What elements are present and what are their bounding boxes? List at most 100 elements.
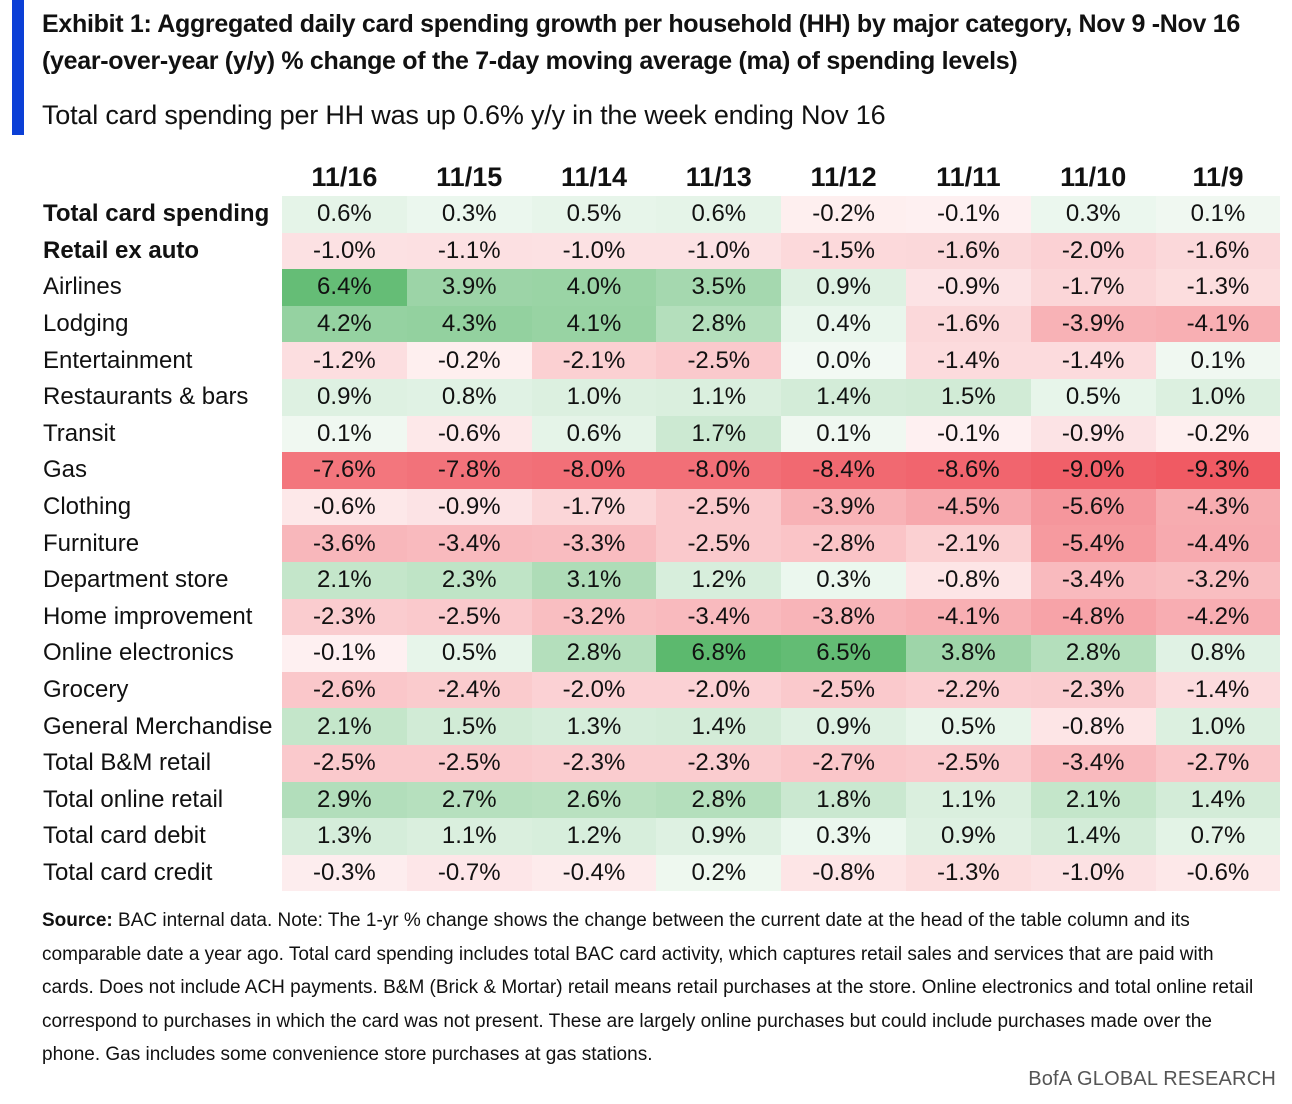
heatmap-cell: -1.4% <box>905 342 1031 379</box>
heatmap-cell: -0.6% <box>1155 854 1281 892</box>
heatmap-cell: 1.5% <box>905 378 1031 416</box>
heatmap-cell: -8.6% <box>905 452 1031 489</box>
heatmap-cell: 1.1% <box>656 378 782 416</box>
heatmap-cell: 1.4% <box>1155 781 1281 819</box>
heatmap-cell: 6.5% <box>781 635 906 672</box>
heatmap-cell: -0.1% <box>905 196 1031 233</box>
row-label: Entertainment <box>43 346 193 374</box>
table-row: Entertainment -1.2% -0.2% -2.1% -2.5% 0.0% -1.… <box>36 342 1281 379</box>
row-label: Department store <box>43 566 229 594</box>
heatmap-cell: -2.8% <box>781 525 906 562</box>
heatmap-cell: 0.3% <box>1030 196 1156 233</box>
table-row: Gas -7.6% -7.8% -8.0% -8.0% -8.4% -8.6% -9.0% -9… <box>36 452 1281 489</box>
heatmap-cell: -0.4% <box>531 854 657 892</box>
heatmap-cell: 2.6% <box>531 781 657 819</box>
heatmap-cell: 0.1% <box>1155 342 1281 379</box>
heatmap-cell: -0.1% <box>905 415 1031 453</box>
heatmap-cell: 1.0% <box>1155 708 1281 745</box>
heatmap-cell: -0.9% <box>905 269 1031 306</box>
row-label: Restaurants & bars <box>43 383 249 411</box>
heatmap-cell: -3.2% <box>1155 561 1281 599</box>
heatmap-cell: 6.4% <box>282 269 407 306</box>
heatmap-cell: 2.8% <box>656 305 782 343</box>
row-label: Grocery <box>43 676 129 704</box>
heatmap-cell: 0.8% <box>406 378 532 416</box>
heatmap-cell: -0.8% <box>905 561 1031 599</box>
table-row: Transit 0.1% -0.6% 0.6% 1.7% 0.1% -0.1% -0.9% -0… <box>36 415 1281 453</box>
heatmap-cell: 2.8% <box>656 781 782 819</box>
heatmap-cell: -2.5% <box>406 598 532 636</box>
heatmap-cell: 0.6% <box>531 415 657 453</box>
heatmap-cell: 2.9% <box>282 781 407 819</box>
heatmap-cell: 0.5% <box>531 196 657 233</box>
row-label: Home improvement <box>43 602 253 630</box>
heatmap-cell: 0.5% <box>1030 378 1156 416</box>
heatmap-cell: -2.2% <box>905 671 1031 709</box>
table-row: Restaurants & bars 0.9% 0.8% 1.0% 1.1% 1.4% 1.… <box>36 378 1281 416</box>
heatmap-cell: -0.9% <box>1030 415 1156 453</box>
heatmap-cell: 1.4% <box>1030 818 1156 855</box>
heatmap-cell: -1.6% <box>905 232 1031 270</box>
heatmap-cell: 0.9% <box>781 269 906 306</box>
table-row: Online electronics -0.1% 0.5% 2.8% 6.8% 6.5% 3… <box>36 635 1281 672</box>
heatmap-cell: 1.1% <box>905 781 1031 819</box>
heatmap-cell: -2.5% <box>656 342 782 379</box>
row-label: Furniture <box>43 529 140 557</box>
heatmap-cell: -1.6% <box>905 305 1031 343</box>
heatmap-cell: -3.4% <box>1030 561 1156 599</box>
heatmap-cell: 4.3% <box>406 305 532 343</box>
heatmap-cell: -1.5% <box>781 232 906 270</box>
column-header: 11/13 <box>685 161 752 192</box>
heatmap-cell: 3.8% <box>905 635 1031 672</box>
heatmap-cell: -1.0% <box>282 232 407 270</box>
row-label: Clothing <box>43 493 132 521</box>
heatmap-cell: -0.2% <box>781 196 906 233</box>
column-header: 11/10 <box>1060 161 1127 192</box>
column-header: 11/14 <box>560 161 628 192</box>
table-row: Total card credit -0.3% -0.7% -0.4% 0.2% -0.8… <box>36 854 1281 892</box>
source-note: Source: BAC internal data. Note: The 1-y… <box>42 904 1257 1072</box>
heatmap-cell: -2.7% <box>1155 744 1281 782</box>
table-row: Lodging 4.2% 4.3% 4.1% 2.8% 0.4% -1.6% -3.9% -4.… <box>36 305 1281 343</box>
row-label: Total card debit <box>43 822 206 850</box>
table-row: Retail ex auto -1.0% -1.1% -1.0% -1.0% -1.5% -… <box>36 232 1281 270</box>
table-row: Total B&M retail -2.5% -2.5% -2.3% -2.3% -2.7… <box>36 744 1281 782</box>
table-row: Department store 2.1% 2.3% 3.1% 1.2% 0.3% -0.8… <box>36 561 1281 599</box>
heatmap-cell: 1.2% <box>656 561 782 599</box>
row-label: Total card spending <box>43 200 270 228</box>
heatmap-cell: 0.1% <box>1155 196 1281 233</box>
heatmap-cell: -1.3% <box>905 854 1031 892</box>
heatmap-cell: 2.3% <box>406 561 532 599</box>
heatmap-cell: -5.4% <box>1030 525 1156 562</box>
corner-cell <box>36 158 282 196</box>
heatmap-cell: -0.2% <box>406 342 532 379</box>
exhibit-title: Exhibit 1: Aggregated daily card spendin… <box>42 10 1240 75</box>
heatmap-cell: -0.1% <box>282 635 407 672</box>
heatmap-cell: 0.9% <box>781 708 906 745</box>
heatmap-cell: -1.6% <box>1155 232 1281 270</box>
heatmap-cell: -4.2% <box>1155 598 1281 636</box>
table-row: Airlines 6.4% 3.9% 4.0% 3.5% 0.9% -0.9% -1.7% -1… <box>36 269 1281 306</box>
heatmap-cell: 0.3% <box>406 196 532 233</box>
heatmap-cell: 1.0% <box>531 378 657 416</box>
heatmap-cell: -2.3% <box>1030 671 1156 709</box>
heatmap-cell: 2.1% <box>1030 781 1156 819</box>
heatmap-cell: -1.0% <box>1030 854 1156 892</box>
heatmap-cell: -2.0% <box>656 671 782 709</box>
heatmap-cell: -3.2% <box>531 598 657 636</box>
heatmap-cell: -3.6% <box>282 525 407 562</box>
row-label: Online electronics <box>43 639 234 667</box>
heatmap-cell: 0.3% <box>781 561 906 599</box>
heatmap-cell: 0.9% <box>656 818 782 855</box>
heatmap-cell: -1.2% <box>282 342 407 379</box>
heatmap-cell: 1.3% <box>282 818 407 855</box>
heatmap-cell: -2.3% <box>282 598 407 636</box>
heatmap-cell: -3.8% <box>781 598 906 636</box>
table-row: Home improvement -2.3% -2.5% -3.2% -3.4% -3.8… <box>36 598 1281 636</box>
table-row: General Merchandise 2.1% 1.5% 1.3% 1.4% 0.9% 0… <box>36 708 1281 745</box>
heatmap-cell: 0.9% <box>282 378 407 416</box>
heatmap-cell: 0.2% <box>656 854 782 892</box>
heatmap-cell: 0.8% <box>1155 635 1281 672</box>
heatmap-cell: -0.8% <box>1030 708 1156 745</box>
row-label: Lodging <box>43 310 129 338</box>
